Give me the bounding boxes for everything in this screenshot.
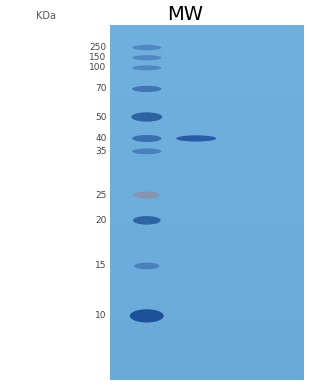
- Text: 40: 40: [95, 134, 107, 143]
- FancyBboxPatch shape: [110, 120, 304, 132]
- Text: MW: MW: [167, 5, 203, 23]
- Text: 50: 50: [95, 112, 107, 122]
- FancyBboxPatch shape: [110, 85, 304, 96]
- FancyBboxPatch shape: [110, 274, 304, 285]
- Text: 70: 70: [95, 84, 107, 94]
- FancyBboxPatch shape: [110, 285, 304, 298]
- FancyBboxPatch shape: [110, 356, 304, 369]
- FancyBboxPatch shape: [110, 309, 304, 321]
- FancyBboxPatch shape: [110, 215, 304, 227]
- FancyBboxPatch shape: [110, 191, 304, 203]
- FancyBboxPatch shape: [110, 108, 304, 120]
- Text: 10: 10: [95, 311, 107, 321]
- FancyBboxPatch shape: [110, 203, 304, 215]
- FancyBboxPatch shape: [110, 144, 304, 156]
- Text: 150: 150: [89, 53, 107, 62]
- Ellipse shape: [132, 65, 162, 71]
- Ellipse shape: [176, 135, 216, 142]
- FancyBboxPatch shape: [110, 179, 304, 191]
- FancyBboxPatch shape: [110, 156, 304, 167]
- FancyBboxPatch shape: [110, 25, 304, 37]
- FancyBboxPatch shape: [110, 61, 304, 73]
- FancyBboxPatch shape: [110, 250, 304, 262]
- FancyBboxPatch shape: [110, 167, 304, 179]
- FancyBboxPatch shape: [110, 238, 304, 250]
- FancyBboxPatch shape: [110, 227, 304, 238]
- FancyBboxPatch shape: [110, 345, 304, 356]
- Ellipse shape: [130, 309, 164, 323]
- Ellipse shape: [131, 112, 162, 122]
- Ellipse shape: [134, 191, 160, 199]
- Ellipse shape: [133, 216, 161, 225]
- Text: 25: 25: [95, 190, 107, 200]
- Text: 35: 35: [95, 147, 107, 156]
- FancyBboxPatch shape: [110, 369, 304, 380]
- Ellipse shape: [132, 55, 162, 60]
- Text: 15: 15: [95, 261, 107, 271]
- FancyBboxPatch shape: [110, 132, 304, 144]
- FancyBboxPatch shape: [110, 333, 304, 345]
- Ellipse shape: [132, 148, 162, 154]
- FancyBboxPatch shape: [110, 25, 304, 380]
- Text: 20: 20: [95, 216, 107, 225]
- FancyBboxPatch shape: [110, 49, 304, 61]
- FancyBboxPatch shape: [110, 96, 304, 108]
- Text: KDa: KDa: [36, 11, 56, 21]
- FancyBboxPatch shape: [110, 262, 304, 274]
- Ellipse shape: [132, 86, 162, 92]
- Ellipse shape: [132, 135, 162, 142]
- Ellipse shape: [134, 263, 159, 269]
- FancyBboxPatch shape: [110, 37, 304, 49]
- FancyBboxPatch shape: [110, 73, 304, 85]
- FancyBboxPatch shape: [110, 298, 304, 309]
- FancyBboxPatch shape: [110, 321, 304, 333]
- Text: 100: 100: [89, 63, 107, 73]
- Text: 250: 250: [90, 43, 107, 52]
- Ellipse shape: [132, 45, 162, 50]
